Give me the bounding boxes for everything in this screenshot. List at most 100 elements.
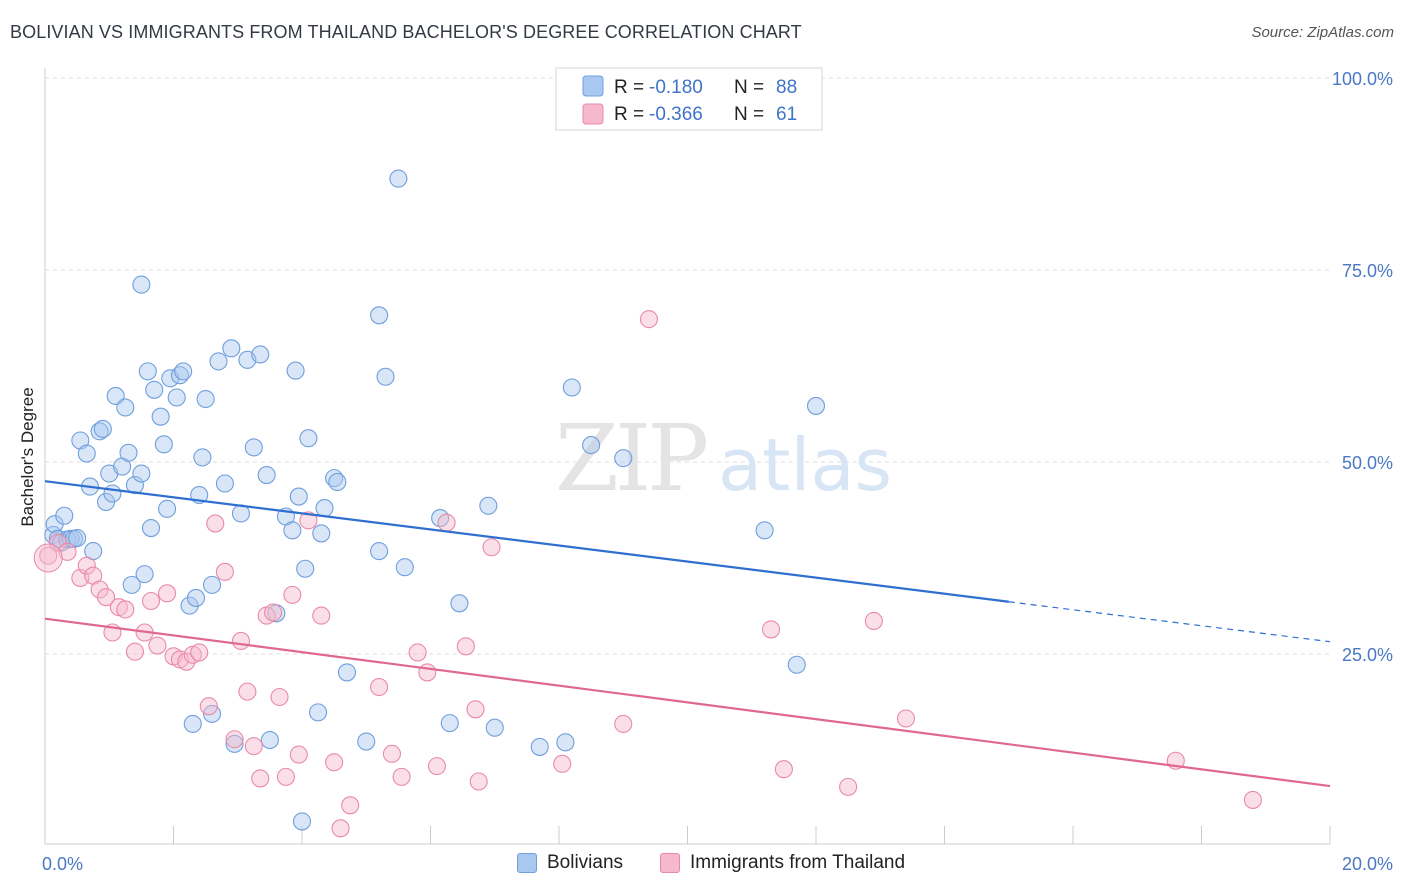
bolivian-point-70 <box>440 714 459 733</box>
thailand-point-28 <box>251 769 270 788</box>
bolivian-point-53 <box>283 521 302 540</box>
legend-n-label-2: N = <box>734 104 764 125</box>
bolivian-point-75 <box>556 733 575 752</box>
series-bolivians <box>44 169 826 831</box>
thailand-point-57 <box>864 611 883 631</box>
thailand-point-39 <box>341 796 360 815</box>
bolivian-point-68 <box>395 558 414 577</box>
bolivian-point-57 <box>299 429 318 448</box>
thailand-point-55 <box>774 760 793 779</box>
bolivian-point-82 <box>132 275 151 294</box>
thailand-point-41 <box>382 744 402 763</box>
bolivian-point-67 <box>389 169 408 188</box>
bolivian-point-35 <box>174 362 193 381</box>
thailand-point-37 <box>325 753 344 772</box>
thailand-point-51 <box>553 754 572 773</box>
bolivian-point-41 <box>203 575 222 594</box>
x-tick-labels: 0.0% 20.0% <box>42 854 1393 874</box>
bolivian-point-56 <box>296 559 315 578</box>
bolivian-point-76 <box>562 378 581 397</box>
x-tick-label-0: 0.0% <box>42 854 83 874</box>
bolivian-point-71 <box>450 594 469 613</box>
watermark-zip: ZIP <box>555 405 706 512</box>
thailand-point-21 <box>199 697 218 716</box>
bolivian-point-58 <box>309 703 328 722</box>
bolivian-point-33 <box>167 388 186 407</box>
legend-swatch-blue <box>582 75 604 97</box>
source-label: Source: ZipAtlas.com <box>1251 24 1394 41</box>
bolivian-point-54 <box>286 361 305 380</box>
bolivian-point-77 <box>582 436 601 455</box>
bolivian-point-66 <box>376 367 395 386</box>
thailand-point-10 <box>116 600 135 619</box>
series-immigrants-from-thailand <box>33 310 1262 838</box>
thailand-point-14 <box>148 636 167 655</box>
thailand-point-26 <box>238 682 257 701</box>
thailand-point-23 <box>215 562 234 581</box>
thailand-point-2 <box>58 542 77 561</box>
bolivian-point-24 <box>132 464 151 483</box>
chart-title: BOLIVIAN VS IMMIGRANTS FROM THAILAND BAC… <box>10 22 802 42</box>
bolivian-point-39 <box>193 448 212 467</box>
bolivian-point-8 <box>68 528 87 548</box>
bolivian-point-37 <box>186 588 206 607</box>
bolivian-point-55 <box>289 487 308 506</box>
axes <box>44 68 1331 845</box>
thailand-point-18 <box>177 652 196 671</box>
bolivian-point-29 <box>151 407 170 426</box>
legend-swatch-bolivians <box>517 853 537 873</box>
bolivian-point-49 <box>257 466 276 485</box>
bolivian-point-79 <box>755 521 774 540</box>
thailand-point-36 <box>312 606 331 625</box>
bolivian-point-62 <box>328 472 347 492</box>
legend-bottom: Bolivians Immigrants from Thailand <box>0 850 1406 880</box>
legend-swatch-thailand <box>660 853 680 873</box>
bolivian-point-17 <box>103 484 122 503</box>
thailand-point-42 <box>392 767 411 786</box>
thailand-point-32 <box>276 767 295 786</box>
thailand-point-25 <box>231 631 251 650</box>
thailand-point-34 <box>289 745 308 764</box>
thailand-point-50 <box>482 538 501 557</box>
legend-label-bolivians: Bolivians <box>547 852 624 873</box>
bolivian-point-83 <box>370 306 389 325</box>
bolivian-point-10 <box>77 444 96 463</box>
legend-n-value-1: 88 <box>776 77 797 98</box>
thailand-point-46 <box>437 513 456 532</box>
bolivian-point-30 <box>154 435 173 454</box>
bolivian-point-42 <box>209 352 228 371</box>
y-tick-label-3: 100.0% <box>1332 69 1393 89</box>
bolivian-point-20 <box>116 398 135 417</box>
bolivian-point-26 <box>138 362 157 381</box>
grid-lines <box>45 77 1330 655</box>
thailand-point-58 <box>896 709 916 728</box>
bolivian-point-47 <box>244 438 263 457</box>
bolivian-point-86 <box>225 734 244 753</box>
bolivian-point-63 <box>337 663 357 682</box>
y-tick-label-1: 50.0% <box>1342 453 1393 473</box>
legend-label-thailand: Immigrants from Thailand <box>690 852 906 873</box>
bolivian-point-73 <box>485 718 504 737</box>
watermark: ZIP atlas <box>555 405 892 512</box>
bolivian-point-43 <box>215 474 234 493</box>
bolivian-point-13 <box>90 422 109 441</box>
bolivian-point-87 <box>292 812 312 831</box>
y-tick-label-2: 75.0% <box>1342 261 1393 281</box>
bolivian-point-72 <box>479 496 498 515</box>
bolivian-point-40 <box>196 389 215 409</box>
watermark-atlas: atlas <box>718 423 892 507</box>
thailand-point-52 <box>614 714 633 733</box>
bolivian-point-14 <box>93 419 112 439</box>
thailand-point-15 <box>158 584 177 603</box>
thailand-point-49 <box>469 772 488 791</box>
thailand-point-4 <box>77 556 96 575</box>
legend-r-value-1: -0.180 <box>649 77 703 98</box>
bolivian-point-69 <box>431 509 450 528</box>
thailand-point-45 <box>427 757 446 776</box>
trend-line-thailand <box>44 617 1331 788</box>
thailand-point-35 <box>299 511 318 530</box>
thailand-point-60 <box>1243 790 1262 809</box>
y-tick-labels: 25.0% 50.0% 75.0% 100.0% <box>1332 69 1393 665</box>
bolivian-point-31 <box>158 499 177 518</box>
